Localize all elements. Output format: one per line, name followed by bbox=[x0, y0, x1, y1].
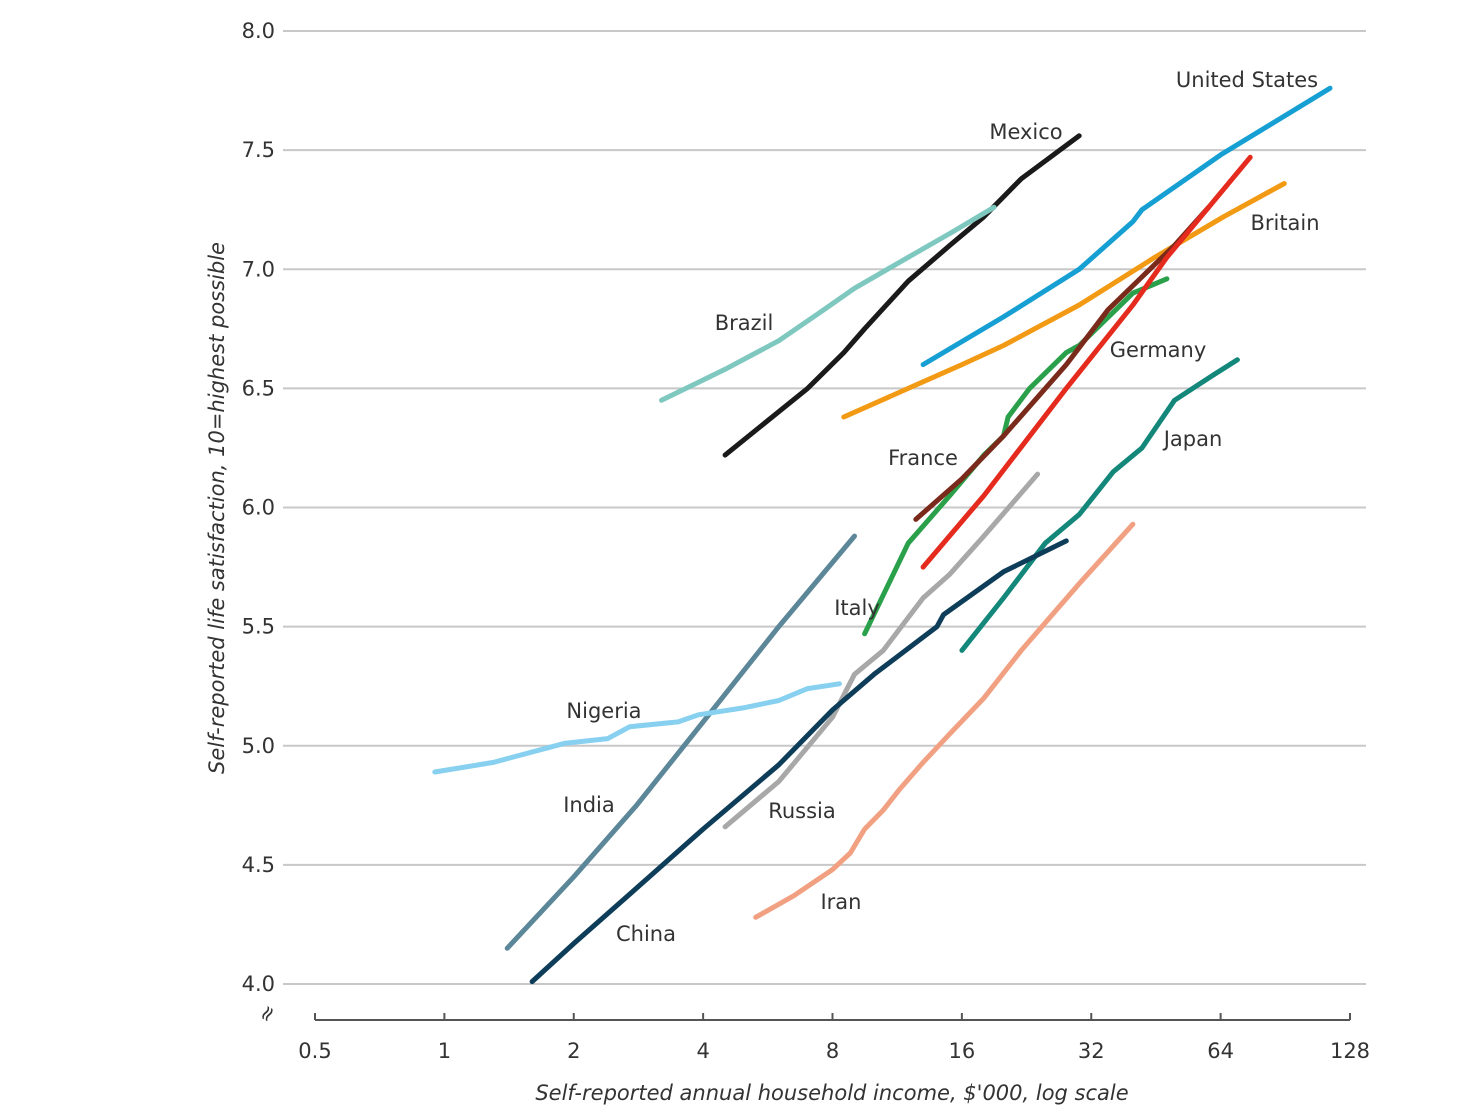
y-tick-label: 4.5 bbox=[242, 853, 275, 877]
x-axis-title: Self-reported annual household income, $… bbox=[535, 1081, 1128, 1105]
series-line-britain bbox=[841, 181, 1287, 420]
y-tick-label: 5.0 bbox=[242, 734, 275, 758]
series-label-italy: Italy bbox=[834, 596, 880, 620]
x-tick-label: 1 bbox=[438, 1039, 451, 1063]
series-line-iran bbox=[753, 521, 1136, 920]
series-line-india bbox=[504, 533, 857, 951]
series-label-britain: Britain bbox=[1250, 211, 1319, 235]
series-line-china bbox=[529, 538, 1069, 985]
series-labels: United States Mexico Brazil Britain Germany F… bbox=[563, 68, 1319, 946]
y-tick-label: 8.0 bbox=[242, 19, 275, 43]
y-tick-label: 7.0 bbox=[242, 257, 275, 281]
x-tick-label: 128 bbox=[1330, 1039, 1370, 1063]
series-line-russia bbox=[722, 471, 1041, 830]
x-tick-label: 8 bbox=[826, 1039, 839, 1063]
series-line-mexico bbox=[722, 133, 1082, 458]
x-tick-label: 32 bbox=[1078, 1039, 1105, 1063]
x-tick-label: 4 bbox=[696, 1039, 709, 1063]
x-tick-label: 0.5 bbox=[298, 1039, 331, 1063]
x-tick-label: 64 bbox=[1207, 1039, 1234, 1063]
series-line-brazil bbox=[659, 204, 997, 403]
y-tick-label: 4.0 bbox=[242, 972, 275, 996]
series-lines bbox=[432, 85, 1333, 985]
y-tick-label: 7.5 bbox=[242, 138, 275, 162]
series-label-france: France bbox=[888, 446, 958, 470]
series-line-nigeria bbox=[432, 681, 842, 775]
series-label-brazil: Brazil bbox=[715, 311, 774, 335]
series-label-russia: Russia bbox=[768, 799, 836, 823]
series-line-italy bbox=[920, 154, 1253, 570]
series-label-india: India bbox=[563, 793, 615, 817]
series-label-japan: Japan bbox=[1162, 427, 1223, 451]
series-label-iran: Iran bbox=[820, 890, 861, 914]
x-tick-label: 2 bbox=[567, 1039, 580, 1063]
series-label-china: China bbox=[616, 922, 676, 946]
series-line-japan bbox=[959, 357, 1240, 653]
y-tick-label: 5.5 bbox=[242, 615, 275, 639]
y-tick-label: 6.5 bbox=[242, 376, 275, 400]
series-label-nigeria: Nigeria bbox=[566, 699, 641, 723]
y-tick-label: 6.0 bbox=[242, 496, 275, 520]
x-tick-label: 16 bbox=[949, 1039, 976, 1063]
series-label-united-states: United States bbox=[1176, 68, 1318, 92]
gridlines bbox=[283, 30, 1366, 985]
axes: 4.0 4.5 5.0 5.5 6.0 6.5 7.0 7.5 8.0 ≈0.5 1 2 4 8 16 32 6… bbox=[242, 19, 1370, 1063]
series-line-united-states bbox=[920, 85, 1333, 368]
series-label-mexico: Mexico bbox=[989, 120, 1062, 144]
y-axis-title: Self-reported life satisfaction, 10=high… bbox=[205, 242, 229, 774]
axis-break-icon: ≈ bbox=[252, 1000, 282, 1027]
series-label-germany: Germany bbox=[1110, 338, 1207, 362]
